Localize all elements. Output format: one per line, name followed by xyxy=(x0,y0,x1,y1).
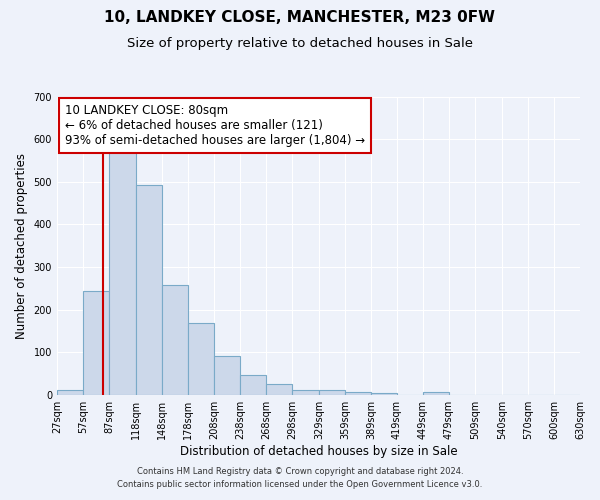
Bar xyxy=(136,184,162,394)
Bar xyxy=(57,390,83,394)
Bar xyxy=(240,374,266,394)
Bar xyxy=(109,150,136,394)
Bar xyxy=(266,384,292,394)
Text: 10, LANDKEY CLOSE, MANCHESTER, M23 0FW: 10, LANDKEY CLOSE, MANCHESTER, M23 0FW xyxy=(104,10,496,25)
Bar xyxy=(292,390,319,394)
X-axis label: Distribution of detached houses by size in Sale: Distribution of detached houses by size … xyxy=(179,444,457,458)
Text: Contains HM Land Registry data © Crown copyright and database right 2024.
Contai: Contains HM Land Registry data © Crown c… xyxy=(118,468,482,489)
Bar xyxy=(214,356,240,395)
Bar xyxy=(162,285,188,395)
Bar xyxy=(371,393,397,394)
Bar xyxy=(188,323,214,394)
Bar xyxy=(83,291,109,395)
Text: 10 LANDKEY CLOSE: 80sqm
← 6% of detached houses are smaller (121)
93% of semi-de: 10 LANDKEY CLOSE: 80sqm ← 6% of detached… xyxy=(65,104,365,147)
Bar xyxy=(319,390,345,394)
Bar xyxy=(423,392,449,394)
Text: Size of property relative to detached houses in Sale: Size of property relative to detached ho… xyxy=(127,38,473,51)
Bar xyxy=(345,392,371,394)
Y-axis label: Number of detached properties: Number of detached properties xyxy=(15,152,28,338)
